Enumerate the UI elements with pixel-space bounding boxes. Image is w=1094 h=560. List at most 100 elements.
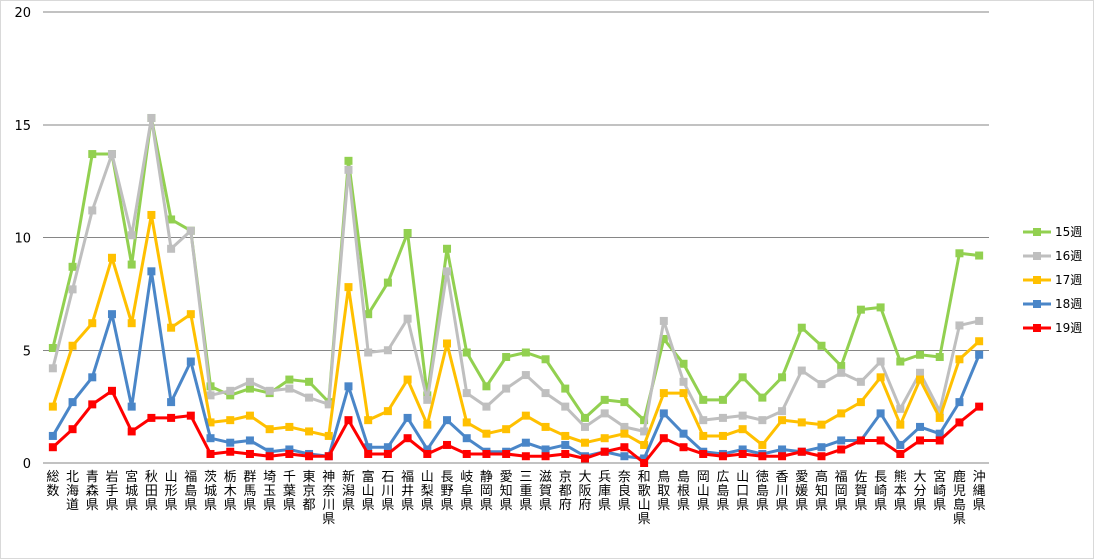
y-tick-label: 5 bbox=[23, 344, 31, 359]
data-point bbox=[226, 386, 235, 395]
legend-item: 18週 bbox=[1023, 297, 1082, 311]
data-point bbox=[364, 310, 373, 319]
data-point bbox=[876, 436, 885, 445]
data-point bbox=[620, 429, 629, 438]
y-tick-label: 10 bbox=[14, 232, 31, 247]
data-point bbox=[462, 434, 471, 443]
data-point bbox=[679, 429, 688, 438]
data-point bbox=[403, 228, 412, 237]
data-point bbox=[935, 407, 944, 416]
data-point bbox=[758, 416, 767, 425]
category-label: 京都府 bbox=[559, 470, 572, 513]
data-point bbox=[620, 443, 629, 452]
data-point bbox=[561, 431, 570, 440]
data-point bbox=[285, 445, 294, 454]
category-label: 高知県 bbox=[815, 469, 828, 513]
data-point bbox=[600, 434, 609, 443]
data-point bbox=[718, 395, 727, 404]
category-label: 福岡県 bbox=[835, 470, 848, 513]
data-point bbox=[896, 404, 905, 413]
data-point bbox=[383, 278, 392, 287]
data-point bbox=[679, 377, 688, 386]
data-point bbox=[659, 316, 668, 325]
data-point bbox=[856, 377, 865, 386]
data-point bbox=[600, 409, 609, 418]
data-point bbox=[541, 452, 550, 461]
data-point bbox=[876, 373, 885, 382]
data-point bbox=[975, 337, 984, 346]
legend-item: 16週 bbox=[1023, 249, 1082, 263]
data-point bbox=[955, 355, 964, 364]
data-point bbox=[679, 443, 688, 452]
data-point bbox=[482, 402, 491, 411]
data-point bbox=[245, 411, 254, 420]
data-point bbox=[896, 420, 905, 429]
data-point bbox=[344, 283, 353, 292]
data-point bbox=[68, 262, 77, 271]
data-point bbox=[364, 348, 373, 357]
data-point bbox=[955, 418, 964, 427]
data-point bbox=[88, 400, 97, 409]
category-label: 山口県 bbox=[736, 470, 749, 513]
data-point bbox=[462, 348, 471, 357]
data-point bbox=[738, 411, 747, 420]
data-point bbox=[699, 416, 708, 425]
data-point bbox=[324, 400, 333, 409]
data-point bbox=[344, 382, 353, 391]
category-label: 秋田県 bbox=[145, 470, 158, 513]
category-label: 北海道 bbox=[66, 470, 79, 513]
data-point bbox=[580, 413, 589, 422]
data-point bbox=[68, 285, 77, 294]
category-label: 愛知県 bbox=[500, 470, 513, 513]
data-point bbox=[659, 434, 668, 443]
data-point bbox=[167, 413, 176, 422]
data-point bbox=[955, 249, 964, 258]
data-point bbox=[521, 348, 530, 357]
data-point bbox=[856, 398, 865, 407]
category-label: 広島県 bbox=[716, 470, 729, 513]
data-point bbox=[758, 452, 767, 461]
category-label: 島根県 bbox=[677, 470, 690, 513]
data-point bbox=[364, 449, 373, 458]
data-point bbox=[206, 449, 215, 458]
data-point bbox=[817, 420, 826, 429]
category-label: 宮城県 bbox=[125, 469, 138, 513]
data-point bbox=[738, 425, 747, 434]
data-point bbox=[521, 438, 530, 447]
data-point bbox=[127, 231, 136, 240]
data-point bbox=[226, 416, 235, 425]
data-point bbox=[975, 251, 984, 260]
data-point bbox=[344, 165, 353, 174]
category-label: 香川県 bbox=[776, 470, 789, 513]
category-label: 和歌山県 bbox=[638, 470, 651, 527]
x-axis-category-labels: 総数北海道青森県岩手県宮城県秋田県山形県福島県茨城県栃木県群馬県埼玉県千葉県東京… bbox=[46, 469, 985, 527]
data-point bbox=[403, 434, 412, 443]
category-label: 鹿児島県 bbox=[953, 469, 966, 527]
data-point bbox=[88, 319, 97, 328]
data-point bbox=[383, 407, 392, 416]
data-point bbox=[896, 449, 905, 458]
legend-swatch-marker bbox=[1033, 252, 1041, 260]
data-point bbox=[778, 407, 787, 416]
data-point bbox=[48, 402, 57, 411]
data-point bbox=[502, 449, 511, 458]
data-point bbox=[778, 445, 787, 454]
series-line bbox=[51, 116, 980, 433]
data-point bbox=[935, 413, 944, 422]
data-point bbox=[521, 411, 530, 420]
data-point bbox=[206, 434, 215, 443]
data-point bbox=[403, 314, 412, 323]
data-point bbox=[502, 384, 511, 393]
data-point bbox=[147, 267, 156, 276]
category-label: 徳島県 bbox=[756, 470, 769, 513]
category-label: 大阪府 bbox=[578, 470, 591, 513]
category-label: 鳥取県 bbox=[657, 470, 670, 513]
data-point bbox=[88, 206, 97, 215]
legend-label: 16週 bbox=[1055, 249, 1082, 263]
data-point bbox=[107, 310, 116, 319]
data-point bbox=[541, 389, 550, 398]
data-point bbox=[107, 386, 116, 395]
data-point bbox=[147, 210, 156, 219]
data-point bbox=[916, 350, 925, 359]
data-point bbox=[403, 413, 412, 422]
